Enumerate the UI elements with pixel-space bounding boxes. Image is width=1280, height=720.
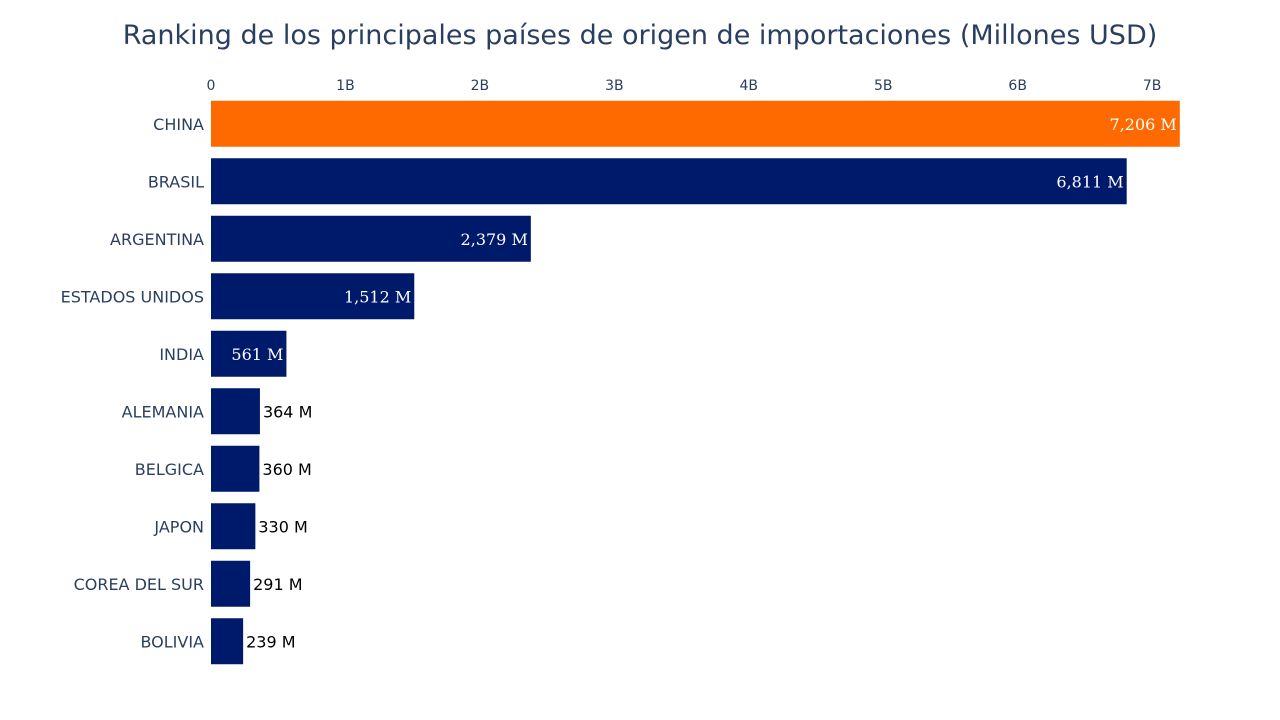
bar xyxy=(211,388,260,435)
bar xyxy=(211,445,260,492)
bar xyxy=(211,503,256,550)
category-label: ARGENTINA xyxy=(110,230,204,249)
category-label: BELGICA xyxy=(135,460,204,479)
bar-value-label: 239 M xyxy=(246,632,295,651)
bar-value-label: 561 M xyxy=(231,345,283,364)
category-label: BOLIVIA xyxy=(140,632,204,651)
x-tick-label: 3B xyxy=(605,78,624,94)
x-tick-label: 7B xyxy=(1143,78,1162,94)
bar-value-label: 1,512 M xyxy=(344,287,411,306)
category-label: BRASIL xyxy=(148,172,204,191)
bar xyxy=(211,158,1127,205)
bar-value-label: 2,379 M xyxy=(461,230,528,249)
bar-value-label: 291 M xyxy=(253,575,302,594)
bar-value-label: 6,811 M xyxy=(1056,172,1123,191)
bar xyxy=(211,330,287,377)
x-tick-label: 6B xyxy=(1008,78,1027,94)
bar-value-label: 360 M xyxy=(262,460,311,479)
bar-value-label: 330 M xyxy=(258,517,307,536)
x-tick-label: 5B xyxy=(874,78,893,94)
category-labels: CHINA BRASIL ARGENTINA ESTADOS UNIDOS INDIA A… xyxy=(61,115,204,652)
category-label: COREA DEL SUR xyxy=(74,575,204,594)
bar xyxy=(211,100,1180,147)
bar xyxy=(211,560,251,607)
value-labels: 7,206 M 6,811 M 2,379 M 1,512 M 561 M 364 M 36… xyxy=(231,115,1176,652)
x-tick-label: 1B xyxy=(336,78,355,94)
chart-title: Ranking de los principales países de ori… xyxy=(122,20,1158,51)
x-tick-label: 2B xyxy=(471,78,490,94)
x-tick-label: 4B xyxy=(740,78,759,94)
x-axis-ticks: 0 1B 2B 3B 4B 5B 6B 7B xyxy=(207,78,1162,94)
bar-value-label: 364 M xyxy=(263,402,312,421)
bar xyxy=(211,273,415,320)
bars-group xyxy=(211,100,1180,665)
bar xyxy=(211,215,531,262)
category-label: ALEMANIA xyxy=(122,402,204,421)
bar-value-label: 7,206 M xyxy=(1110,115,1177,134)
x-tick-label: 0 xyxy=(207,78,216,94)
category-label: ESTADOS UNIDOS xyxy=(61,287,204,306)
category-label: INDIA xyxy=(159,345,204,364)
category-label: JAPON xyxy=(153,517,204,536)
category-label: CHINA xyxy=(153,115,204,134)
bar xyxy=(211,618,244,665)
